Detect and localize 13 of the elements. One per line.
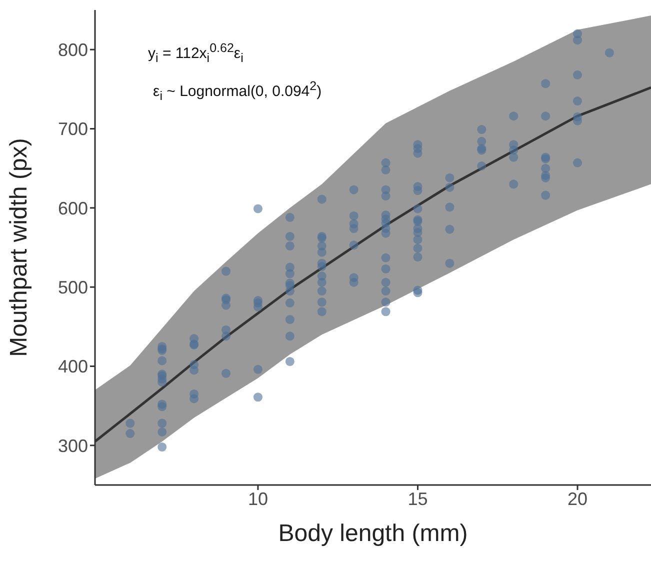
x-axis-title: Body length (mm) (278, 520, 468, 547)
y-axis-title: Mouthpart width (px) (6, 138, 33, 357)
x-tick-label: 15 (408, 488, 428, 509)
y-tick-label: 700 (58, 119, 88, 140)
model-equation: ε$_{i}$ ~ Lognormal(0, 0.094$^{2}$) (153, 78, 322, 105)
y-tick-label: 400 (58, 356, 88, 377)
y-tick-label: 600 (58, 198, 88, 218)
model-equation: y$_{i}$ = 112x$_{i}$$^{0.62}$ε$_{i}$ (148, 40, 244, 67)
y-tick-label: 500 (58, 277, 88, 298)
x-tick-label: 20 (567, 488, 588, 509)
y-tick-label: 800 (58, 40, 88, 60)
y-tick-label: 300 (58, 436, 88, 456)
x-tick-label: 10 (248, 488, 268, 509)
